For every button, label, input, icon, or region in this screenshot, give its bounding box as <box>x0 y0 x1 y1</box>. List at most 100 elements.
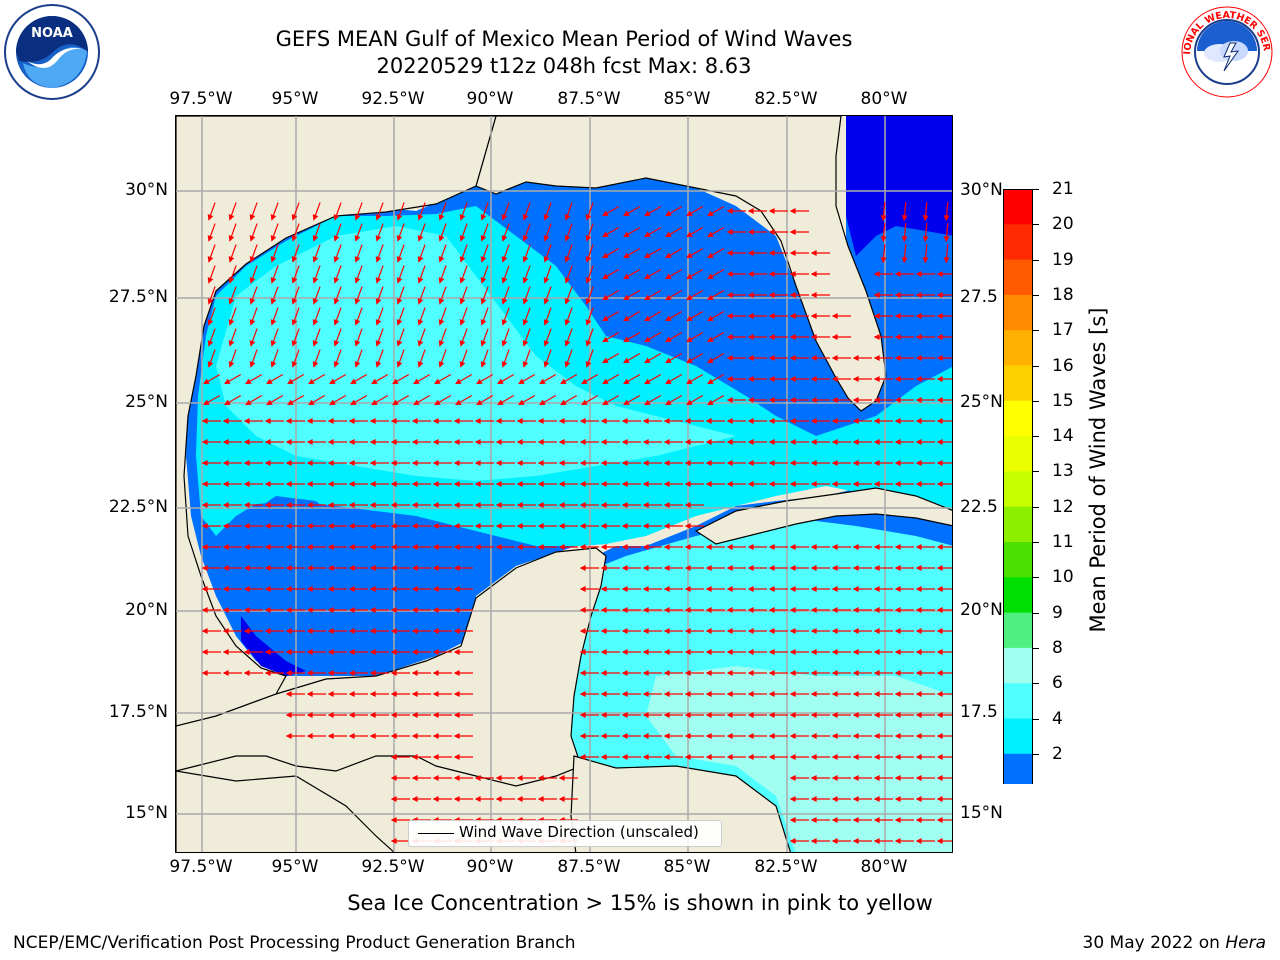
wind-arrow <box>873 481 893 487</box>
wind-arrow <box>915 628 935 634</box>
wind-arrow <box>539 394 557 406</box>
wind-arrow <box>726 439 746 445</box>
wind-arrow <box>726 229 746 235</box>
wind-arrow <box>623 205 641 217</box>
wind-arrow <box>453 481 473 487</box>
wind-arrow <box>873 313 893 319</box>
wind-arrow <box>537 460 557 466</box>
wind-arrow <box>810 565 830 571</box>
wind-arrow <box>390 691 410 697</box>
wind-arrow <box>768 460 788 466</box>
wind-arrow <box>747 691 767 697</box>
wind-arrow <box>684 544 704 550</box>
wind-arrow <box>207 244 216 263</box>
wind-arrow <box>501 349 510 368</box>
wind-arrow <box>665 394 683 406</box>
wind-arrow <box>644 226 662 238</box>
wind-arrow <box>432 691 452 697</box>
wind-arrow <box>564 265 573 284</box>
wind-arrow <box>602 247 620 259</box>
wind-arrow <box>417 244 426 263</box>
wind-arrow <box>705 733 725 739</box>
lon-tick-bot: 85°W <box>663 857 711 877</box>
wind-arrow <box>894 271 914 277</box>
wind-arrow <box>432 733 452 739</box>
wind-arrow <box>285 544 305 550</box>
wind-arrow <box>432 502 452 508</box>
wind-arrow <box>585 202 594 221</box>
wind-arrow <box>768 586 788 592</box>
colorbar-tick-label: 19 <box>1052 249 1074 270</box>
wind-arrow <box>852 796 872 802</box>
wind-arrow <box>915 649 935 655</box>
wind-arrow <box>747 544 767 550</box>
wind-arrow <box>579 733 599 739</box>
wind-arrow <box>600 460 620 466</box>
wind-arrow <box>642 418 662 424</box>
wind-arrow <box>579 481 599 487</box>
wind-arrow <box>537 481 557 487</box>
plot-title: GEFS MEAN Gulf of Mexico Mean Period of … <box>275 27 853 51</box>
wind-arrow <box>894 607 914 613</box>
wind-arrow <box>348 628 368 634</box>
wind-arrow <box>642 523 662 529</box>
wind-arrow <box>476 373 494 385</box>
wind-arrow <box>602 226 620 238</box>
lat-tick-left: 30°N <box>125 180 168 200</box>
wind-arrow <box>623 268 641 280</box>
wind-arrow <box>411 523 431 529</box>
florida-land <box>475 116 887 412</box>
wind-arrow <box>642 502 662 508</box>
wind-arrow <box>390 544 410 550</box>
wind-arrow <box>936 607 952 613</box>
wind-arrow <box>747 649 767 655</box>
wind-arrow <box>371 373 389 385</box>
wind-arrow <box>831 733 851 739</box>
wind-arrow <box>495 439 515 445</box>
wind-arrow <box>264 649 284 655</box>
wind-arrow <box>873 544 893 550</box>
wind-arrow <box>312 223 321 242</box>
wind-arrow <box>516 796 536 802</box>
wind-arrow <box>264 523 284 529</box>
wind-arrow <box>810 271 830 277</box>
wind-arrow <box>453 502 473 508</box>
wind-arrow <box>684 481 704 487</box>
wind-arrow <box>915 754 935 760</box>
wind-arrow <box>396 328 405 347</box>
wind-arrow <box>222 649 242 655</box>
wind-arrow <box>411 796 431 802</box>
wind-arrow <box>707 205 725 217</box>
wind-arrow <box>453 565 473 571</box>
wind-arrow <box>852 418 872 424</box>
wind-arrow <box>789 439 809 445</box>
wind-arrow <box>537 439 557 445</box>
wind-arrow <box>915 418 935 424</box>
wind-arrow <box>810 439 830 445</box>
wind-arrow <box>474 523 494 529</box>
wind-arrow <box>306 712 326 718</box>
wind-arrow <box>621 439 641 445</box>
wind-arrow <box>228 223 237 242</box>
colorbar-tick-mark <box>1033 718 1039 720</box>
wind-arrow <box>453 670 473 676</box>
wind-arrow <box>522 307 531 326</box>
wind-arrow <box>201 439 221 445</box>
wind-arrow <box>894 313 914 319</box>
wind-arrow <box>543 265 552 284</box>
wind-arrow <box>789 775 809 781</box>
wind-arrow <box>411 418 431 424</box>
wind-arrow <box>915 481 935 487</box>
wind-arrow <box>228 202 237 221</box>
wind-arrow <box>915 271 935 277</box>
wind-arrow <box>623 310 641 322</box>
wind-arrow <box>480 307 489 326</box>
wind-arrow <box>852 565 872 571</box>
wind-arrow <box>726 271 746 277</box>
wind-arrow <box>224 373 242 385</box>
wind-arrow <box>501 307 510 326</box>
wind-arrow <box>348 586 368 592</box>
wind-arrow <box>705 586 725 592</box>
wind-arrow <box>936 397 952 403</box>
wind-arrow <box>894 628 914 634</box>
